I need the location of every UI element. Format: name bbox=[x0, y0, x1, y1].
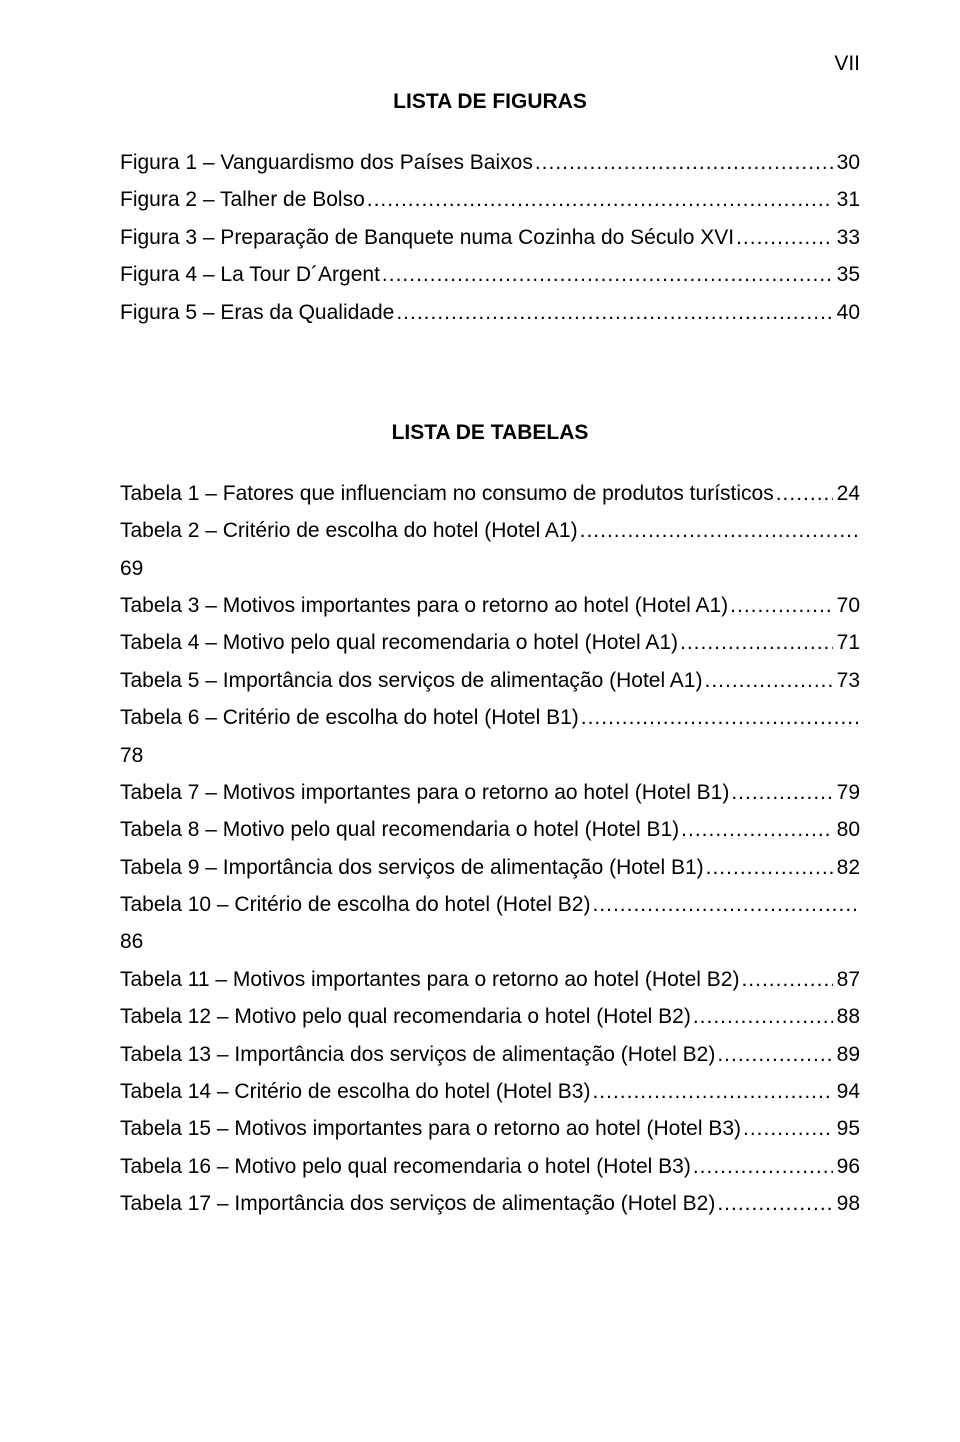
tables-entry: Tabela 4 – Motivo pelo qual recomendaria… bbox=[120, 624, 860, 661]
leader-dots: ........................................… bbox=[678, 624, 833, 661]
leader-dots: ........................................… bbox=[691, 998, 833, 1035]
tables-entry-label: Tabela 17 – Importância dos serviços de … bbox=[120, 1185, 715, 1222]
tables-entry: Tabela 9 – Importância dos serviços de a… bbox=[120, 849, 860, 886]
tables-entry-label: Tabela 6 – Critério de escolha do hotel … bbox=[120, 699, 579, 736]
tables-entry-page-line: 78 bbox=[120, 737, 860, 774]
tables-entry-label: Tabela 13 – Importância dos serviços de … bbox=[120, 1036, 715, 1073]
tables-entry-label: Tabela 10 – Critério de escolha do hotel… bbox=[120, 886, 590, 923]
tables-entry-page: 73 bbox=[833, 662, 860, 699]
leader-dots: ........................................… bbox=[774, 475, 833, 512]
leader-dots: ........................................… bbox=[590, 1073, 832, 1110]
figures-entry-page: 40 bbox=[833, 294, 860, 331]
tables-entry-page: 88 bbox=[833, 998, 860, 1035]
tables-entry-page: 71 bbox=[833, 624, 860, 661]
tables-entry: Tabela 6 – Critério de escolha do hotel … bbox=[120, 699, 860, 736]
tables-entry-page: 94 bbox=[833, 1073, 860, 1110]
figures-entry-page: 31 bbox=[833, 181, 860, 218]
figures-entry-page: 30 bbox=[833, 144, 860, 181]
figures-entry: Figura 1 – Vanguardismo dos Países Baixo… bbox=[120, 144, 860, 181]
tables-entry-page: 95 bbox=[833, 1110, 860, 1147]
tables-entry-page: 79 bbox=[833, 774, 860, 811]
tables-toc-list: Tabela 1 – Fatores que influenciam no co… bbox=[120, 475, 860, 1223]
tables-entry-page: 98 bbox=[833, 1185, 860, 1222]
tables-entry-label: Tabela 8 – Motivo pelo qual recomendaria… bbox=[120, 811, 679, 848]
leader-dots: ........................................… bbox=[739, 961, 832, 998]
figures-entry: Figura 2 – Talher de Bolso..............… bbox=[120, 181, 860, 218]
figures-entry-page: 35 bbox=[833, 256, 860, 293]
leader-dots: ........................................… bbox=[704, 849, 833, 886]
figures-entry: Figura 4 – La Tour D´Argent.............… bbox=[120, 256, 860, 293]
figures-entry-label: Figura 5 – Eras da Qualidade bbox=[120, 294, 394, 331]
figures-toc-list: Figura 1 – Vanguardismo dos Países Baixo… bbox=[120, 144, 860, 331]
tables-entry-label: Tabela 4 – Motivo pelo qual recomendaria… bbox=[120, 624, 678, 661]
figures-entry-page: 33 bbox=[833, 219, 860, 256]
tables-entry-label: Tabela 11 – Motivos importantes para o r… bbox=[120, 961, 739, 998]
tables-entry-label: Tabela 5 – Importância dos serviços de a… bbox=[120, 662, 702, 699]
leader-dots: ........................................… bbox=[729, 774, 832, 811]
tables-entry-page: 80 bbox=[833, 811, 860, 848]
tables-entry: Tabela 5 – Importância dos serviços de a… bbox=[120, 662, 860, 699]
tables-entry-label: Tabela 9 – Importância dos serviços de a… bbox=[120, 849, 704, 886]
figures-entry-label: Figura 3 – Preparação de Banquete numa C… bbox=[120, 219, 734, 256]
tables-entry-label: Tabela 7 – Motivos importantes para o re… bbox=[120, 774, 729, 811]
tables-section-title: LISTA DE TABELAS bbox=[120, 421, 860, 445]
leader-dots: ........................................… bbox=[715, 1036, 832, 1073]
tables-entry-page: 69 bbox=[120, 557, 143, 580]
leader-dots: ........................................… bbox=[380, 256, 833, 293]
tables-entry-page: 70 bbox=[833, 587, 860, 624]
tables-entry: Tabela 2 – Critério de escolha do hotel … bbox=[120, 512, 860, 549]
tables-entry: Tabela 11 – Motivos importantes para o r… bbox=[120, 961, 860, 998]
leader-dots: ........................................… bbox=[691, 1148, 833, 1185]
tables-entry: Tabela 1 – Fatores que influenciam no co… bbox=[120, 475, 860, 512]
tables-entry-page: 89 bbox=[833, 1036, 860, 1073]
leader-dots: ........................................… bbox=[734, 219, 833, 256]
leader-dots: ........................................… bbox=[394, 294, 832, 331]
tables-entry-label: Tabela 3 – Motivos importantes para o re… bbox=[120, 587, 728, 624]
tables-entry-page: 82 bbox=[833, 849, 860, 886]
tables-entry-page: 86 bbox=[120, 930, 143, 953]
tables-entry: Tabela 7 – Motivos importantes para o re… bbox=[120, 774, 860, 811]
tables-entry: Tabela 8 – Motivo pelo qual recomendaria… bbox=[120, 811, 860, 848]
leader-dots: ........................................… bbox=[679, 811, 832, 848]
tables-entry-label: Tabela 15 – Motivos importantes para o r… bbox=[120, 1110, 741, 1147]
leader-dots: ........................................… bbox=[728, 587, 832, 624]
tables-entry-page: 78 bbox=[120, 744, 143, 767]
figures-entry: Figura 3 – Preparação de Banquete numa C… bbox=[120, 219, 860, 256]
tables-entry: Tabela 10 – Critério de escolha do hotel… bbox=[120, 886, 860, 923]
leader-dots: ........................................… bbox=[579, 699, 860, 736]
leader-dots: ........................................… bbox=[741, 1110, 833, 1147]
tables-entry: Tabela 3 – Motivos importantes para o re… bbox=[120, 587, 860, 624]
leader-dots: ........................................… bbox=[533, 144, 833, 181]
leader-dots: ........................................… bbox=[590, 886, 860, 923]
document-page: VII LISTA DE FIGURAS Figura 1 – Vanguard… bbox=[0, 0, 960, 1442]
leader-dots: ........................................… bbox=[715, 1185, 832, 1222]
tables-entry: Tabela 14 – Critério de escolha do hotel… bbox=[120, 1073, 860, 1110]
leader-dots: ........................................… bbox=[578, 512, 860, 549]
tables-entry-page: 24 bbox=[833, 475, 860, 512]
tables-entry: Tabela 12 – Motivo pelo qual recomendari… bbox=[120, 998, 860, 1035]
tables-entry-page-line: 69 bbox=[120, 550, 860, 587]
tables-entry-label: Tabela 2 – Critério de escolha do hotel … bbox=[120, 512, 578, 549]
page-number: VII bbox=[834, 52, 860, 76]
tables-entry: Tabela 16 – Motivo pelo qual recomendari… bbox=[120, 1148, 860, 1185]
tables-entry: Tabela 17 – Importância dos serviços de … bbox=[120, 1185, 860, 1222]
tables-entry-label: Tabela 12 – Motivo pelo qual recomendari… bbox=[120, 998, 691, 1035]
figures-entry-label: Figura 4 – La Tour D´Argent bbox=[120, 256, 380, 293]
leader-dots: ........................................… bbox=[702, 662, 832, 699]
figures-entry-label: Figura 2 – Talher de Bolso bbox=[120, 181, 365, 218]
tables-entry-label: Tabela 16 – Motivo pelo qual recomendari… bbox=[120, 1148, 691, 1185]
tables-entry-page: 96 bbox=[833, 1148, 860, 1185]
tables-entry-page: 87 bbox=[833, 961, 860, 998]
tables-entry-page-line: 86 bbox=[120, 923, 860, 960]
tables-entry-label: Tabela 14 – Critério de escolha do hotel… bbox=[120, 1073, 590, 1110]
tables-entry: Tabela 15 – Motivos importantes para o r… bbox=[120, 1110, 860, 1147]
figures-entry-label: Figura 1 – Vanguardismo dos Países Baixo… bbox=[120, 144, 533, 181]
tables-entry-label: Tabela 1 – Fatores que influenciam no co… bbox=[120, 475, 774, 512]
figures-section-title: LISTA DE FIGURAS bbox=[120, 90, 860, 114]
figures-entry: Figura 5 – Eras da Qualidade............… bbox=[120, 294, 860, 331]
leader-dots: ........................................… bbox=[365, 181, 833, 218]
tables-entry: Tabela 13 – Importância dos serviços de … bbox=[120, 1036, 860, 1073]
